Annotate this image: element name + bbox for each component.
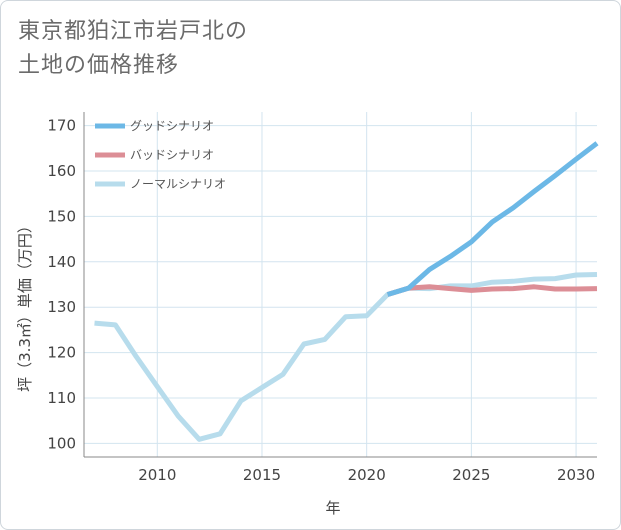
x-tick-label: 2015 [243,466,281,484]
series-line-0 [386,141,599,297]
legend-label-1: バッドシナリオ [130,148,214,162]
y-axis-title: 坪（3.3㎡）単価（万円） [16,218,34,392]
legend-label-2: ノーマルシナリオ [130,177,226,191]
grid-lines [84,112,597,457]
series-lines [94,141,599,442]
y-tick-label: 110 [47,389,76,407]
y-tick-label: 130 [47,298,76,316]
x-tick-label: 2010 [138,466,176,484]
x-tick-label: 2030 [557,466,595,484]
x-tick-label: 2025 [452,466,490,484]
y-tick-label: 120 [47,344,76,362]
y-tick-label: 150 [47,207,76,225]
legend-label-0: グッドシナリオ [130,119,214,133]
chart-title: 東京都狛江市岩戸北の 土地の価格推移 [18,15,578,83]
x-axis-title: 年 [325,499,340,517]
y-tick-label: 170 [47,117,76,135]
tick-labels: 100 110 120 130 140 150 160 170 2010 2015 2020 2025… [47,117,595,484]
series-line-2 [94,272,598,442]
y-tick-label: 100 [47,434,76,452]
x-tick-label: 2020 [348,466,386,484]
title-line-2: 土地の価格推移 [18,53,180,78]
title-line-1: 東京都狛江市岩戸北の [18,19,249,44]
axes [83,112,597,458]
y-tick-label: 140 [47,253,76,271]
series-line-1 [386,284,598,297]
y-tick-label: 160 [47,162,76,180]
